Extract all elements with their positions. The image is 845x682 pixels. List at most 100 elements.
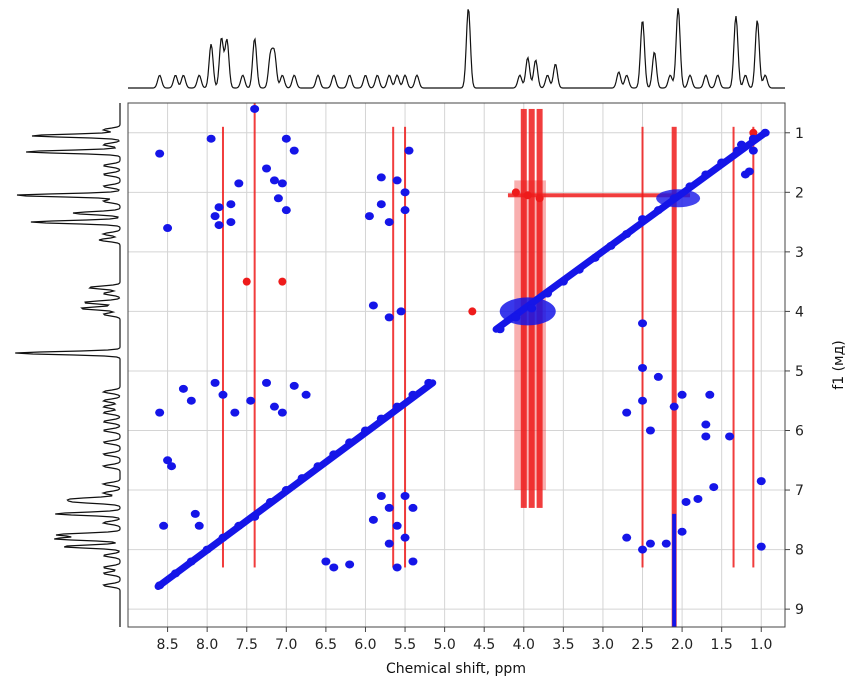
positive-peak [190,509,200,518]
positive-peak [701,432,711,441]
negative-peak [535,194,544,203]
x-tick-label: 2.5 [631,637,653,653]
positive-peak [234,521,244,530]
positive-peak [178,384,188,393]
positive-peak [400,492,410,500]
positive-peak [669,194,679,203]
positive-peak [756,542,766,551]
x-tick-label: 2.0 [671,637,693,653]
x-tick-label: 7.5 [236,637,258,653]
positive-peak [590,253,600,262]
positive-peak [543,289,553,298]
positive-peak [277,408,287,417]
y-tick-label: 7 [795,483,804,499]
positive-peak [329,450,339,459]
positive-peak [297,474,307,483]
x-tick-label: 5.0 [433,637,455,653]
positive-peak [186,396,196,405]
positive-peak [701,170,711,179]
negative-contours [221,103,758,628]
negative-streak [392,126,395,568]
positive-peak [376,173,386,182]
positive-peak [392,176,402,185]
positive-peak [376,492,386,500]
positive-peak [661,539,671,548]
positive-peak [214,203,224,212]
positive-peak [214,221,224,230]
positive-peak [606,241,616,250]
negative-streak [752,126,755,568]
y-tick-label: 5 [795,364,804,380]
positive-peak [250,512,260,521]
positive-peak [155,408,165,417]
positive-peak [622,230,632,238]
positive-cluster [499,297,556,326]
x-tick-label: 8.5 [156,637,178,653]
positive-peak [653,206,663,215]
negative-peak [278,277,287,286]
positive-peak [677,390,687,399]
positive-peak [163,224,173,233]
positive-peak [360,426,370,435]
positive-peak [269,402,279,411]
positive-peak [230,408,240,417]
negative-band [514,180,546,491]
positive-peak [669,402,679,411]
top-projection-trace [128,8,785,89]
positive-peak [345,560,355,569]
positive-peak [345,438,355,447]
x-tick-label: 6.5 [315,637,337,653]
y-tick-label: 2 [795,185,804,201]
positive-peak [408,557,418,566]
positive-peak [748,134,758,143]
grid [128,103,785,627]
positive-peak [733,146,743,155]
positive-peak [384,218,394,227]
x-tick-label: 4.0 [513,637,535,653]
positive-peak [653,372,663,381]
x-axis-label: Chemical shift, ppm [386,661,526,677]
positive-contours [154,104,770,627]
positive-peak [281,134,291,143]
x-tick-label: 3.5 [552,637,574,653]
x-axis: 8.5 8.0 7.5 7.0 6.5 6.0 5.5 5.0 4.5 4.0 3.5 3.0 2.5 2… [156,627,772,653]
positive-peak [289,381,299,390]
positive-peak [155,581,165,590]
x-tick-label: 5.5 [394,637,416,653]
positive-peak [574,265,584,274]
positive-peak [376,200,386,209]
left-projection [15,103,121,627]
y-axis-label: f1 (мд) [831,340,845,389]
positive-peak [681,497,691,506]
positive-peak [384,503,394,512]
positive-peak [638,363,648,372]
negative-peak [511,188,520,197]
positive-peak [186,557,196,566]
positive-peak [210,212,220,221]
positive-peak [226,218,236,227]
negative-streak [404,126,407,568]
positive-peak [206,134,216,143]
positive-peak [705,390,715,399]
left-projection-trace [15,103,121,627]
x-tick-label: 4.5 [473,637,495,653]
y-tick-label: 1 [795,126,804,142]
positive-peak [273,194,283,203]
positive-peak [155,149,165,158]
positive-peak [638,545,648,554]
positive-peak [701,420,711,429]
positive-peak [645,539,655,548]
positive-peak [194,521,204,530]
positive-peak [744,167,754,176]
positive-peak [376,414,386,423]
negative-streak [641,126,644,568]
positive-peak [246,396,256,405]
positive-peak [265,497,275,506]
positive-peak [638,319,648,328]
positive-peak [368,515,378,524]
positive-peak [313,462,323,471]
positive-peak [558,277,568,286]
positive-peak [527,304,537,313]
positive-peak [321,557,331,566]
x-tick-label: 3.0 [592,637,614,653]
